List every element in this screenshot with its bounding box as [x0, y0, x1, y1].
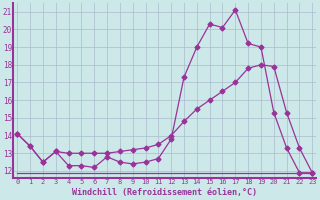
X-axis label: Windchill (Refroidissement éolien,°C): Windchill (Refroidissement éolien,°C)	[72, 188, 257, 197]
